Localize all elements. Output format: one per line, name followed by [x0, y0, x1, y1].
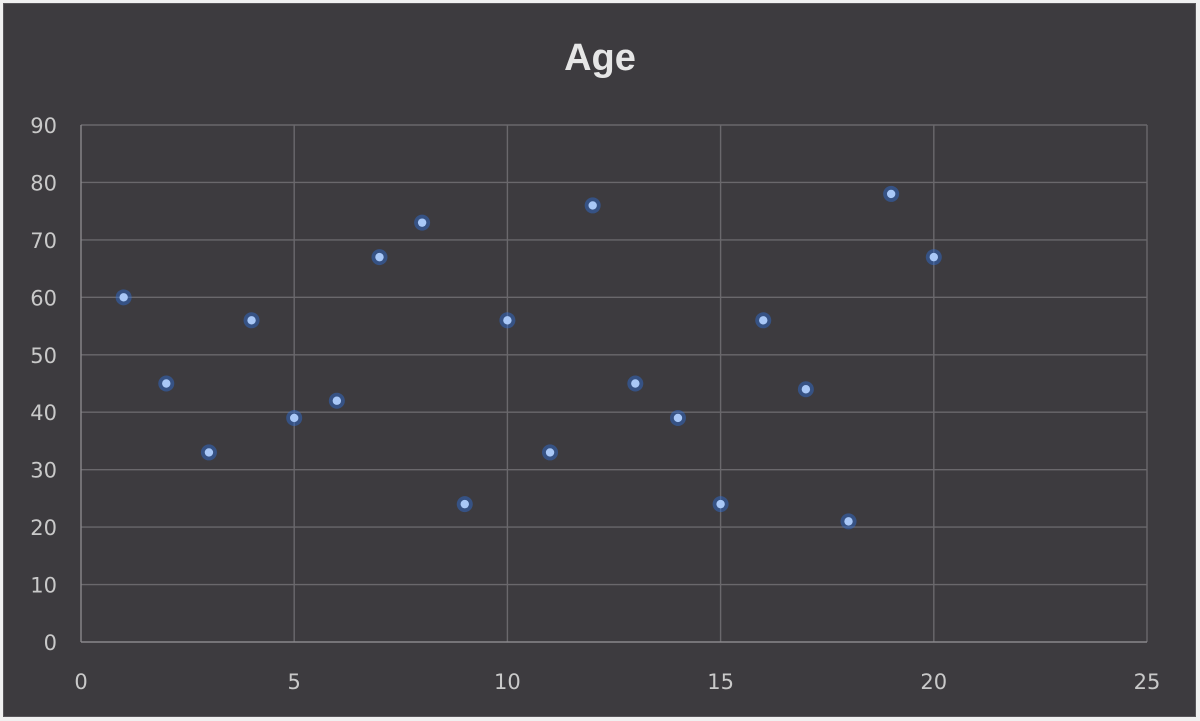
data-point [797, 381, 814, 398]
data-point-marker [929, 252, 938, 262]
data-point [883, 185, 900, 202]
data-point [669, 409, 686, 426]
data-point-marker [631, 379, 640, 388]
data-point-marker [503, 316, 512, 325]
data-point-marker [759, 316, 768, 325]
y-tick-label: 30 [30, 459, 57, 483]
data-point [371, 249, 388, 266]
data-point-marker [290, 413, 299, 423]
data-point-marker [204, 448, 214, 457]
y-tick-label: 0 [44, 631, 57, 655]
x-tick-label: 15 [707, 670, 734, 694]
y-tick-label: 60 [30, 286, 57, 310]
data-point [456, 496, 473, 513]
data-point-marker [673, 413, 683, 423]
x-tick-label: 20 [920, 670, 947, 694]
data-point-marker [460, 499, 469, 509]
data-point-marker [886, 189, 896, 199]
y-tick-label: 50 [30, 344, 57, 368]
data-point-marker [119, 293, 128, 302]
data-point [328, 392, 345, 409]
x-tick-label: 25 [1134, 670, 1161, 694]
data-point-marker [417, 218, 427, 227]
data-point-marker [844, 517, 853, 526]
data-point [286, 409, 303, 426]
data-point [542, 444, 559, 461]
y-tick-label: 10 [30, 574, 57, 598]
x-tick-label: 10 [494, 670, 521, 694]
data-point [755, 312, 772, 329]
data-point [200, 444, 217, 461]
chart-frame [3, 3, 1196, 717]
data-point-marker [247, 316, 256, 325]
grid-layer [81, 124, 1148, 642]
data-point [925, 249, 942, 266]
data-point [712, 496, 729, 513]
x-tick-label: 0 [74, 670, 87, 694]
data-point [499, 312, 516, 329]
y-tick-label: 80 [30, 171, 57, 195]
chart-title: Age [564, 37, 636, 79]
y-tick-label: 20 [30, 516, 57, 540]
data-point [584, 197, 601, 214]
axis-layer [80, 125, 1147, 643]
data-point-marker [588, 201, 597, 210]
x-tick-label: 5 [288, 670, 301, 694]
y-tick-label: 90 [30, 114, 57, 138]
data-point [158, 375, 175, 392]
data-point-marker [332, 396, 342, 405]
data-point-marker [801, 385, 811, 394]
y-tick-label: 40 [30, 401, 57, 425]
data-point [414, 214, 431, 231]
data-point-marker [375, 252, 384, 262]
y-tick-label: 70 [30, 229, 57, 253]
data-point [840, 513, 857, 530]
tick-label-layer: 0 10 20 30 40 50 60 70 80 90 0 5 10 15 20 25 [30, 114, 1160, 694]
data-point [115, 289, 132, 306]
data-point [627, 375, 644, 392]
data-point-marker [162, 379, 171, 388]
data-points [115, 185, 942, 530]
data-point-marker [545, 448, 555, 457]
data-point [243, 312, 260, 329]
data-point-marker [716, 499, 725, 509]
